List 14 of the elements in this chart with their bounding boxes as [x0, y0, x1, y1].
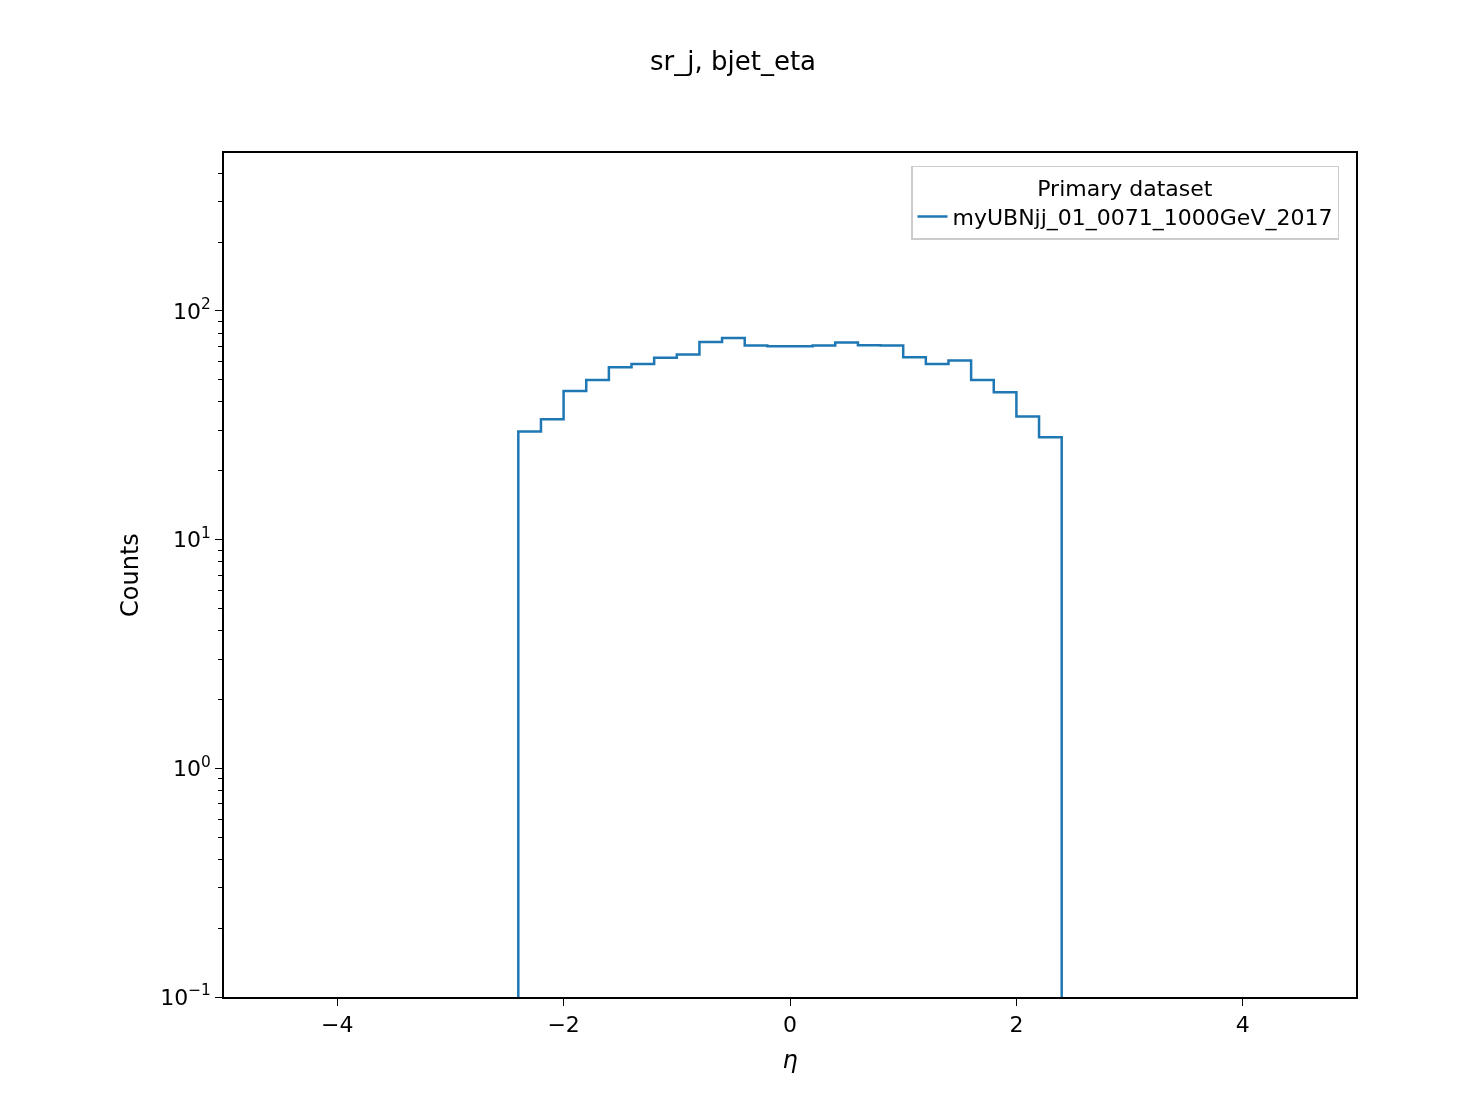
- x-tick-label: 4: [1235, 1012, 1250, 1038]
- x-axis-title: η: [782, 1045, 798, 1074]
- legend-label: myUBNjj_01_0071_1000GeV_2017: [952, 205, 1333, 232]
- y-tick-label: 10$^{−1}$: [160, 981, 211, 1010]
- legend-title: Primary dataset: [1037, 175, 1213, 201]
- y-tick-label: 10$^{1}$: [173, 524, 211, 553]
- y-tick-label: 10$^{0}$: [173, 752, 211, 781]
- y-tick-label: 10$^{2}$: [173, 295, 211, 324]
- chart-title: sr_j, bjet_eta: [649, 46, 817, 77]
- x-tick-label: 2: [1009, 1012, 1024, 1038]
- x-tick-label: 0: [783, 1012, 797, 1038]
- y-axis-title: Counts: [115, 533, 144, 617]
- x-tick-label: −2: [547, 1012, 580, 1038]
- x-tick-label: −4: [320, 1012, 354, 1038]
